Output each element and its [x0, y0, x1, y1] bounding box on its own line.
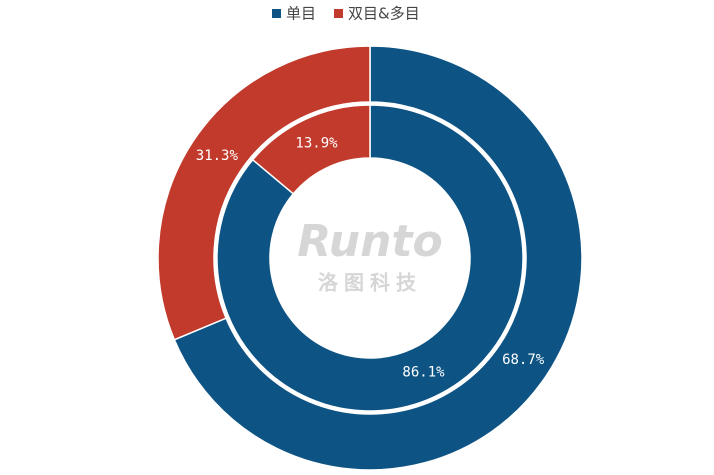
data-label: 86.1%	[402, 365, 445, 381]
legend-label: 双目&多目	[348, 5, 420, 23]
legend-swatch	[272, 9, 281, 18]
donut-segment	[173, 45, 583, 471]
legend-label: 单目	[286, 5, 316, 23]
watermark: Runto	[297, 216, 442, 267]
watermark: 洛图科技	[318, 271, 422, 295]
donut-segment	[251, 104, 371, 195]
donut-segment	[157, 45, 371, 341]
legend-swatch	[334, 9, 344, 18]
data-label: 13.9%	[295, 135, 338, 151]
data-label: 31.3%	[196, 148, 239, 164]
data-label: 68.7%	[502, 352, 545, 368]
donut-segment	[216, 104, 524, 412]
